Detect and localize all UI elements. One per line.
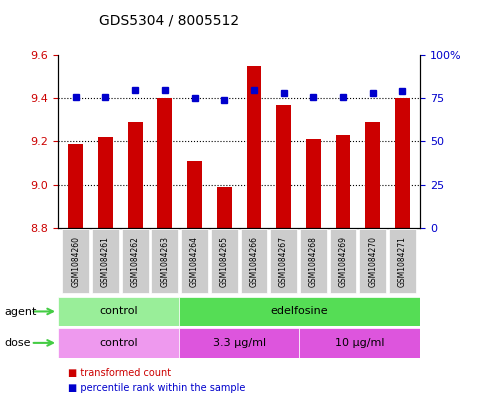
Text: control: control <box>99 338 138 348</box>
FancyBboxPatch shape <box>152 229 178 294</box>
Text: GSM1084263: GSM1084263 <box>160 236 170 287</box>
Bar <box>299 328 420 358</box>
Bar <box>306 139 321 228</box>
FancyBboxPatch shape <box>62 229 89 294</box>
Bar <box>217 187 232 228</box>
Text: 10 μg/ml: 10 μg/ml <box>335 338 384 348</box>
FancyBboxPatch shape <box>300 229 327 294</box>
Text: control: control <box>99 307 138 316</box>
Text: GSM1084265: GSM1084265 <box>220 236 229 287</box>
Text: GSM1084264: GSM1084264 <box>190 236 199 287</box>
Text: GSM1084261: GSM1084261 <box>101 236 110 287</box>
Text: agent: agent <box>5 307 37 317</box>
Text: GDS5304 / 8005512: GDS5304 / 8005512 <box>99 14 239 28</box>
Bar <box>58 297 179 326</box>
Text: GSM1084262: GSM1084262 <box>131 236 140 287</box>
FancyBboxPatch shape <box>389 229 416 294</box>
Text: GSM1084266: GSM1084266 <box>249 236 258 287</box>
Text: ■ percentile rank within the sample: ■ percentile rank within the sample <box>68 383 245 393</box>
Bar <box>365 122 380 228</box>
Bar <box>98 137 113 228</box>
Bar <box>179 297 420 326</box>
Text: GSM1084269: GSM1084269 <box>339 236 347 287</box>
Text: GSM1084271: GSM1084271 <box>398 236 407 287</box>
FancyBboxPatch shape <box>92 229 119 294</box>
FancyBboxPatch shape <box>181 229 208 294</box>
Text: GSM1084268: GSM1084268 <box>309 236 318 287</box>
Text: GSM1084260: GSM1084260 <box>71 236 80 287</box>
Text: GSM1084270: GSM1084270 <box>368 236 377 287</box>
Text: GSM1084267: GSM1084267 <box>279 236 288 287</box>
Bar <box>157 98 172 228</box>
FancyBboxPatch shape <box>122 229 149 294</box>
FancyBboxPatch shape <box>330 229 356 294</box>
FancyBboxPatch shape <box>359 229 386 294</box>
FancyBboxPatch shape <box>270 229 297 294</box>
Bar <box>246 66 261 228</box>
Text: 3.3 μg/ml: 3.3 μg/ml <box>213 338 266 348</box>
Bar <box>276 105 291 228</box>
Bar <box>69 144 83 228</box>
Bar <box>58 328 179 358</box>
FancyBboxPatch shape <box>241 229 267 294</box>
FancyBboxPatch shape <box>211 229 238 294</box>
Bar <box>336 135 351 228</box>
Bar <box>179 328 299 358</box>
Text: edelfosine: edelfosine <box>270 307 328 316</box>
Text: dose: dose <box>5 338 31 348</box>
Bar <box>128 122 142 228</box>
Bar <box>395 98 410 228</box>
Text: ■ transformed count: ■ transformed count <box>68 368 171 378</box>
Bar <box>187 161 202 228</box>
